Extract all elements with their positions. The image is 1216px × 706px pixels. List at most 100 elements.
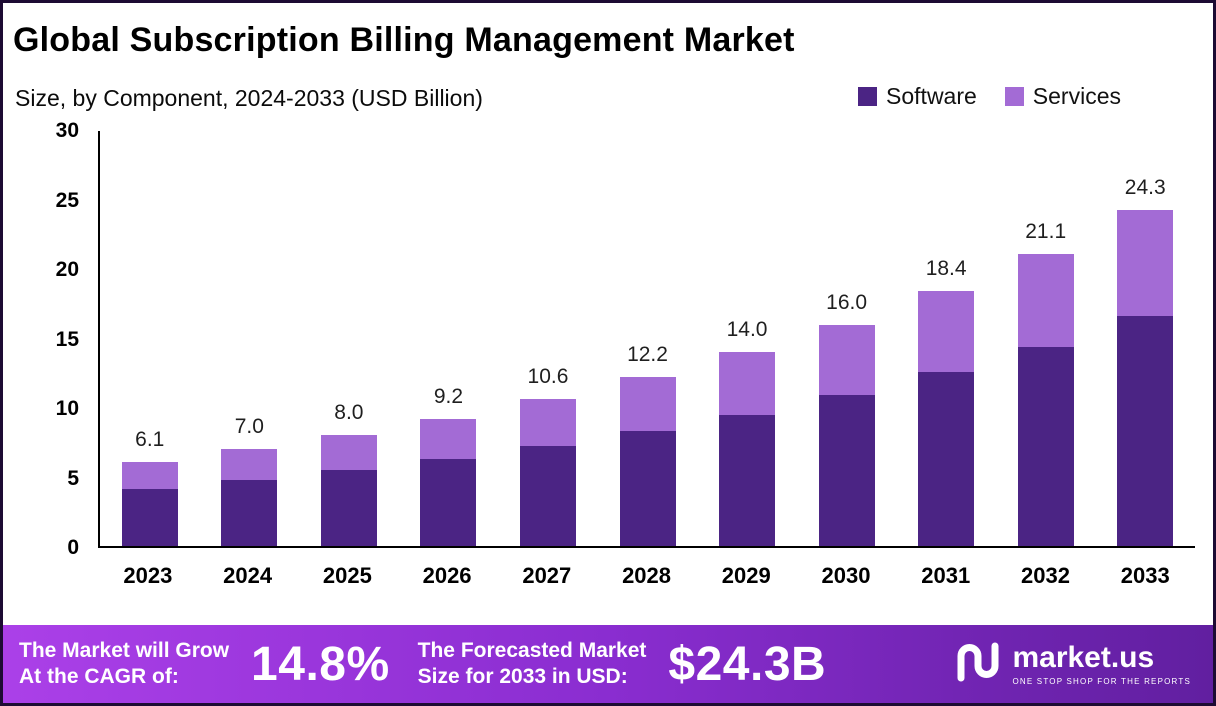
bar-column: 7.0 <box>200 131 300 546</box>
services-segment <box>719 352 776 415</box>
software-segment <box>619 431 676 546</box>
y-tick-label: 5 <box>67 466 79 490</box>
stacked-bar <box>619 377 676 546</box>
legend-item-services: Services <box>1004 83 1121 110</box>
services-segment <box>1017 254 1074 347</box>
x-axis-label: 2032 <box>1021 563 1070 588</box>
bar-value-label: 8.0 <box>334 401 364 425</box>
x-axis-label: 2026 <box>422 563 472 588</box>
legend-swatch <box>858 87 878 106</box>
x-axis-label: 2031 <box>921 563 971 588</box>
stacked-bar <box>719 352 776 546</box>
services-segment <box>619 377 676 432</box>
x-axis-label: 2029 <box>721 563 771 588</box>
software-segment <box>918 371 975 546</box>
software-segment <box>818 395 875 546</box>
software-segment <box>1017 346 1074 546</box>
bar-column: 6.1 <box>100 131 200 546</box>
x-axis: 2023 2024 2025 2026 2027 2028 2029 2030 2031 2032… <box>98 563 1195 589</box>
brand: market.us ONE STOP SHOP FOR THE REPORTS <box>956 641 1197 688</box>
legend-label: Services <box>1032 83 1121 109</box>
bar-value-label: 24.3 <box>1124 175 1166 199</box>
stacked-bar <box>320 435 377 546</box>
forecast-value: $24.3B <box>668 637 827 691</box>
bar-column: 21.1 <box>996 131 1096 546</box>
software-segment <box>320 469 377 546</box>
bar-column: 14.0 <box>697 131 797 546</box>
services-segment <box>420 418 477 459</box>
page-title: Global Subscription Billing Management M… <box>13 21 795 59</box>
bar-column: 10.6 <box>498 131 598 546</box>
bar-column: 8.0 <box>299 131 399 546</box>
stacked-bar <box>420 418 477 546</box>
bar-value-label: 16.0 <box>826 290 868 314</box>
y-tick-label: 15 <box>55 327 79 351</box>
stacked-bar <box>1117 209 1174 546</box>
legend-item-software: Software <box>858 83 977 110</box>
y-tick-label: 20 <box>55 258 79 282</box>
stacked-bar <box>221 449 278 546</box>
bar-value-label: 18.4 <box>925 257 967 281</box>
bar-value-label: 14.0 <box>726 318 768 342</box>
bar-value-label: 7.0 <box>234 415 264 439</box>
market-us-logo-icon <box>956 641 1002 688</box>
cagr-label: The Market will Grow At the CAGR of: <box>19 638 229 691</box>
footer-banner: The Market will Grow At the CAGR of: 14.… <box>3 625 1213 703</box>
services-segment <box>818 324 875 396</box>
services-segment <box>1117 209 1174 317</box>
legend-swatch <box>1004 87 1024 106</box>
bar-value-label: 6.1 <box>135 427 165 451</box>
stacked-bar <box>918 291 975 546</box>
x-axis-label: 2030 <box>821 563 871 588</box>
services-segment <box>519 399 576 447</box>
software-segment <box>221 479 278 546</box>
y-axis: 0 5 10 15 20 25 30 <box>21 119 79 559</box>
bar-column: 12.2 <box>598 131 698 546</box>
bar-column: 9.2 <box>399 131 499 546</box>
x-axis-label: 2027 <box>522 563 572 588</box>
stacked-bar <box>1017 254 1074 546</box>
software-segment <box>1117 316 1174 546</box>
brand-tagline: ONE STOP SHOP FOR THE REPORTS <box>1012 676 1191 686</box>
y-tick-label: 25 <box>55 188 79 212</box>
stacked-bar <box>519 399 576 546</box>
y-tick-label: 0 <box>67 536 79 559</box>
services-segment <box>121 461 178 490</box>
bar-column: 24.3 <box>1095 131 1195 546</box>
stacked-bar <box>818 324 875 546</box>
x-axis-label: 2023 <box>123 563 173 588</box>
software-segment <box>420 458 477 546</box>
cagr-value: 14.8% <box>251 637 390 691</box>
y-tick-label: 30 <box>55 119 79 142</box>
legend-label: Software <box>886 83 977 109</box>
x-axis-label: 2033 <box>1120 563 1170 588</box>
plot-area: 6.1 7.0 8.0 9.2 10.6 12.2 14.0 16.0 18.4 21.1 24.3 <box>98 131 1195 548</box>
forecast-label: The Forecasted Market Size for 2033 in U… <box>418 638 647 691</box>
services-segment <box>221 449 278 480</box>
cagr-label-line2: At the CAGR of: <box>19 665 179 688</box>
page-subtitle: Size, by Component, 2024-2033 (USD Billi… <box>15 85 483 111</box>
bar-value-label: 9.2 <box>433 384 464 408</box>
bar-value-label: 12.2 <box>627 343 668 367</box>
brand-text: market.us ONE STOP SHOP FOR THE REPORTS <box>1012 640 1191 686</box>
y-tick-label: 10 <box>55 397 79 421</box>
bar-column: 18.4 <box>896 131 996 546</box>
services-segment <box>320 435 377 470</box>
x-axis-label: 2025 <box>322 563 372 588</box>
services-segment <box>918 291 975 372</box>
brand-name: market.us <box>1012 640 1155 674</box>
x-axis-label: 2024 <box>223 563 273 588</box>
cagr-label-line1: The Market will Grow <box>19 638 230 662</box>
bar-column: 16.0 <box>797 131 897 546</box>
software-segment <box>121 489 178 546</box>
software-segment <box>519 446 576 546</box>
software-segment <box>719 414 776 546</box>
bar-value-label: 21.1 <box>1025 220 1067 244</box>
forecast-label-line1: The Forecasted Market <box>417 638 647 662</box>
legend: Software Services <box>858 83 1121 110</box>
x-axis-label: 2028 <box>622 563 672 588</box>
stacked-bar <box>121 461 178 546</box>
bar-value-label: 10.6 <box>527 365 569 389</box>
forecast-label-line2: Size for 2033 in USD: <box>417 665 628 688</box>
